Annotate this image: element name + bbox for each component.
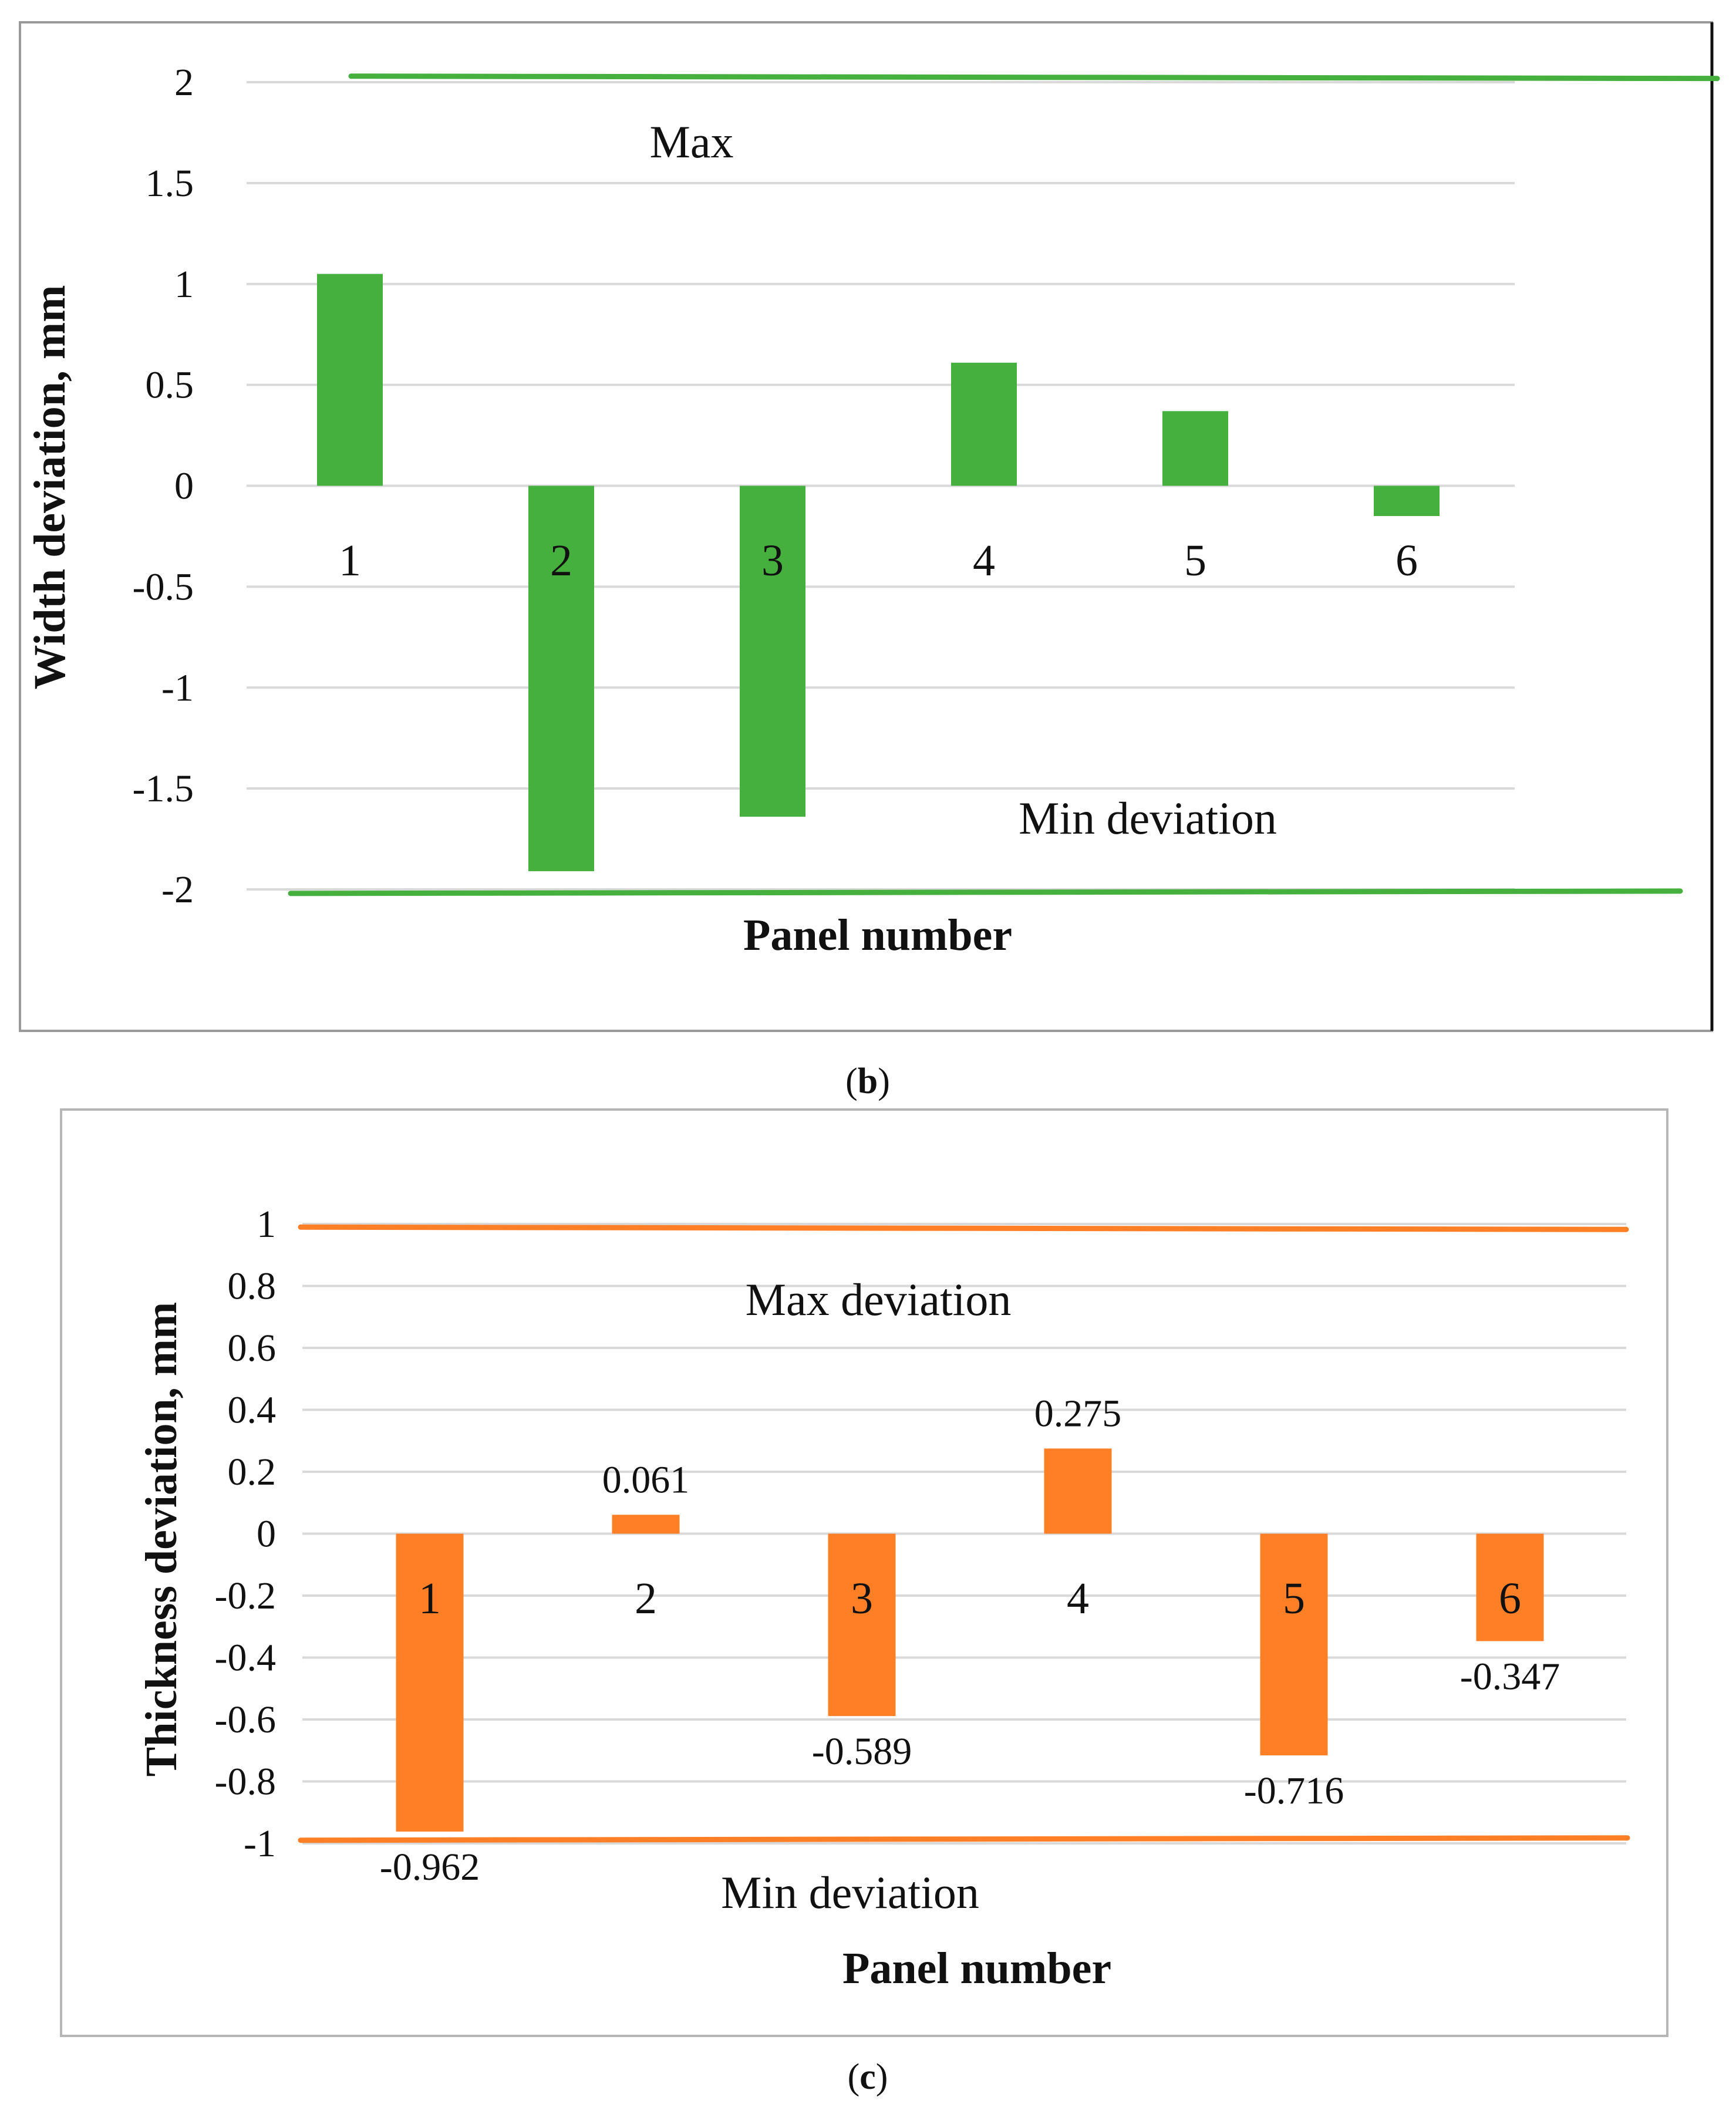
y-tick-label: 0.2: [228, 1451, 277, 1493]
chart-c-y-tick-labels: 1 0.8 0.6 0.4 0.2 0 -0.2 -0.4 -0.6 -0.8 -1: [215, 1203, 276, 1865]
bar-panel-2: [612, 1515, 680, 1534]
bar-panel-5: [1260, 1533, 1328, 1756]
data-label: 0.061: [602, 1458, 690, 1501]
reference-line-min: [288, 888, 1683, 896]
category-label: 5: [1184, 536, 1206, 585]
chart-b-gridlines: [247, 81, 1515, 891]
chart-c-data-labels: -0.962 0.061 -0.589 0.275 -0.716 -0.347: [380, 1392, 1560, 1889]
chart-b: 2 1.5 1 0.5 0 -0.5 -1 -1.5 -2 1 2 3 4 5 6 Width devia…: [19, 21, 1720, 1032]
y-tick-label: 0: [174, 465, 194, 508]
y-tick-label: 0.6: [228, 1327, 277, 1370]
category-label: 2: [550, 536, 572, 585]
y-tick-label: -2: [161, 868, 194, 911]
y-tick-label: -0.8: [215, 1761, 276, 1803]
category-label: 1: [419, 1574, 441, 1623]
y-tick-label: -0.4: [215, 1637, 276, 1680]
chart-b-frame: [19, 21, 1713, 1032]
chart-c-category-labels: 1 2 3 4 5 6: [419, 1574, 1521, 1623]
data-label: -0.716: [1244, 1769, 1344, 1812]
category-label: 2: [635, 1574, 657, 1623]
category-label: 4: [1067, 1574, 1089, 1623]
bar-panel-1: [396, 1533, 464, 1832]
chart-c-min-label: Min deviation: [721, 1867, 979, 1918]
bar-panel-3: [828, 1533, 896, 1717]
y-tick-label: -1.5: [133, 767, 194, 810]
chart-c-y-axis-title: Thickness deviation, mm: [137, 1302, 186, 1777]
bar-panel-6: [1476, 1533, 1544, 1641]
y-tick-label: 1: [257, 1203, 276, 1246]
reference-line-max: [298, 1224, 1629, 1232]
category-label: 6: [1395, 536, 1418, 585]
chart-c-frame: [60, 1108, 1668, 2037]
category-label: 6: [1499, 1574, 1521, 1623]
y-tick-label: 1: [174, 263, 194, 306]
chart-b-bars: [317, 274, 1440, 872]
chart-c-max-label: Max deviation: [746, 1274, 1012, 1325]
chart-c-reference-lines: [298, 1224, 1630, 1843]
data-label: 0.275: [1034, 1392, 1122, 1435]
y-tick-label: 0: [257, 1513, 276, 1556]
bar-panel-4: [951, 362, 1017, 486]
caption-b: (b): [845, 1061, 890, 1101]
chart-b-y-axis-title: Width deviation, mm: [25, 285, 75, 689]
y-tick-label: 0.4: [228, 1389, 277, 1432]
y-tick-label: -1: [244, 1822, 276, 1865]
y-tick-label: -0.5: [133, 565, 194, 608]
data-label: -0.347: [1460, 1655, 1560, 1698]
bar-panel-3: [740, 485, 805, 817]
category-label: 3: [851, 1574, 873, 1623]
category-label: 4: [973, 536, 995, 585]
y-tick-label: 2: [174, 61, 194, 104]
bar-panel-4: [1044, 1448, 1112, 1534]
y-tick-label: -1: [161, 666, 194, 709]
chart-b-category-labels: 1 2 3 4 5 6: [339, 536, 1418, 585]
chart-b-y-tick-labels: 2 1.5 1 0.5 0 -0.5 -1 -1.5 -2: [133, 61, 194, 911]
bar-panel-1: [317, 274, 383, 486]
category-label: 3: [761, 536, 784, 585]
bar-panel-2: [528, 485, 594, 872]
chart-c-x-axis-title: Panel number: [842, 1944, 1111, 1993]
caption-c-letter: c: [859, 2057, 876, 2097]
reference-line-max: [348, 73, 1720, 82]
chart-b-min-label: Min deviation: [1019, 793, 1277, 844]
caption-c: (c): [848, 2057, 888, 2097]
data-label: -0.962: [380, 1846, 480, 1889]
reference-line-min: [298, 1835, 1630, 1843]
chart-c-bars: [396, 1448, 1544, 1832]
chart-c-gridlines: [302, 1223, 1626, 1845]
category-label: 1: [339, 536, 361, 585]
chart-b-reference-lines: [288, 73, 1720, 896]
chart-b-x-axis-title: Panel number: [743, 911, 1012, 960]
bar-panel-6: [1374, 485, 1440, 517]
y-tick-label: 1.5: [146, 162, 194, 205]
caption-b-letter: b: [858, 1061, 878, 1101]
chart-b-max-label: Max: [650, 116, 734, 167]
y-tick-label: 0.8: [228, 1265, 277, 1308]
bar-panel-5: [1162, 411, 1228, 486]
y-tick-label: -0.2: [215, 1574, 276, 1617]
data-label: -0.589: [812, 1730, 912, 1773]
category-label: 5: [1283, 1574, 1305, 1623]
y-tick-label: -0.6: [215, 1698, 276, 1741]
y-tick-label: 0.5: [146, 364, 194, 407]
